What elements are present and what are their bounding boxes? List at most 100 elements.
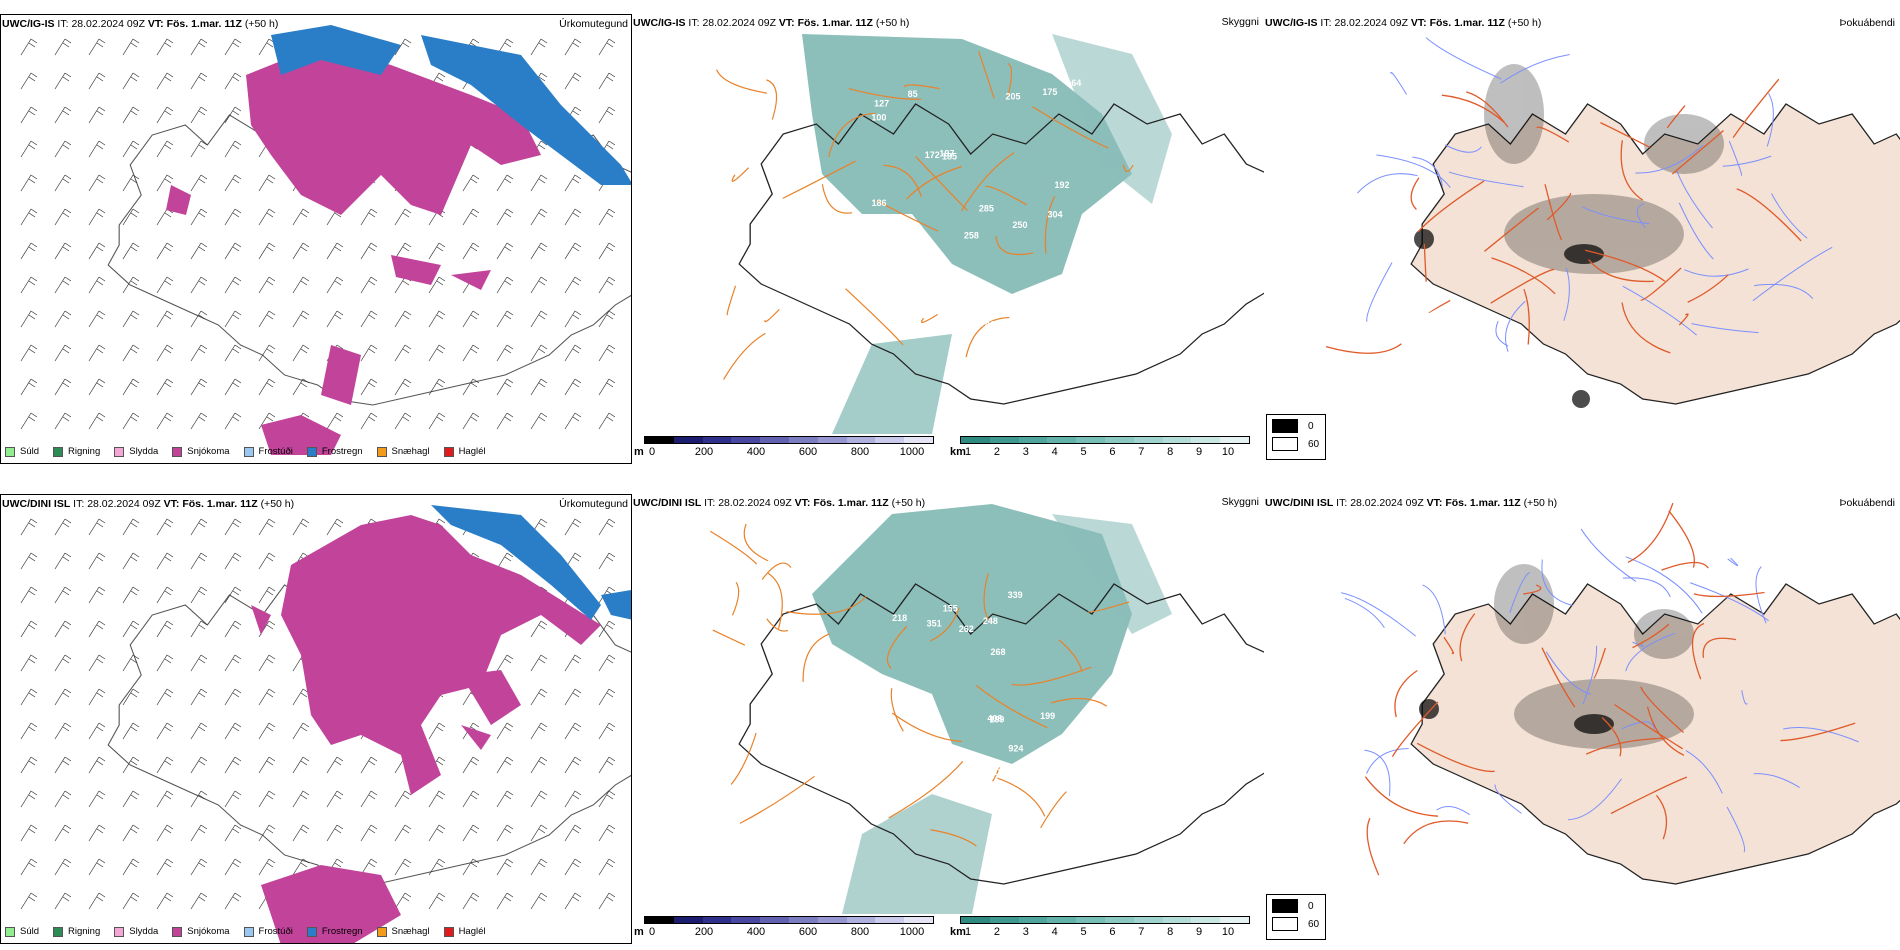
wind-barb (428, 412, 446, 430)
network-line (1783, 726, 1859, 743)
colorbar-tick: 8 (1167, 446, 1174, 458)
network-line (1505, 300, 1526, 352)
wind-barb (122, 412, 140, 430)
network-line (1416, 742, 1495, 773)
network-line (1655, 794, 1668, 840)
wind-barb (20, 412, 38, 430)
cloud-base-value: 339 (1008, 590, 1023, 600)
precip-legend: Súld Rigning Slydda Snjókoma Frostúði Frostre… (5, 926, 486, 937)
wind-barb (190, 552, 208, 570)
wind-barb (122, 72, 140, 90)
colorbar-tick: 1 (964, 926, 972, 938)
wind-barb (156, 858, 174, 876)
cloud-base-value: 385 (976, 770, 991, 780)
wind-barb (88, 174, 106, 192)
wind-barb (360, 378, 378, 396)
wind-barb (190, 310, 208, 328)
network-line (786, 595, 867, 615)
wind-barb (156, 310, 174, 328)
wind-barb (564, 756, 582, 774)
wind-barb (496, 756, 514, 774)
colorbar-tick: 6 (1109, 446, 1116, 458)
colorbar-tick: 3 (1022, 926, 1029, 938)
wind-barb (360, 242, 378, 260)
legend-swatch (306, 926, 317, 937)
wind-barb (360, 756, 378, 774)
fog-scale-value: 0 (1308, 420, 1314, 432)
wind-barb (156, 38, 174, 56)
cloud-base-value: 175 (1042, 87, 1057, 97)
wind-barb (598, 892, 616, 910)
wind-barb (122, 140, 140, 158)
wind-barb (462, 378, 480, 396)
legend-swatch (243, 446, 254, 457)
wind-barb (360, 790, 378, 808)
network-line (1780, 722, 1856, 742)
wind-barb (326, 310, 344, 328)
network-line (1635, 144, 1704, 174)
legend-item: Rigning (53, 926, 100, 937)
fog-scale-row: 60 (1272, 917, 1320, 931)
wind-barb (20, 140, 38, 158)
wind-barb (156, 518, 174, 536)
wind-barb (224, 824, 242, 842)
wind-barb (326, 412, 344, 430)
network-line (1668, 510, 1695, 568)
colorbar-strip (644, 436, 934, 444)
cloud-base-value: 97 (1042, 770, 1052, 780)
wind-barb (156, 824, 174, 842)
rivers (1341, 528, 1859, 853)
fog-scale-row: 0 (1272, 899, 1320, 913)
wind-barb (156, 756, 174, 774)
fog-panel-row2: UWC/DINI ISL IT: 28.02.2024 09Z VT: Fös.… (1264, 494, 1900, 944)
network-line (888, 761, 964, 819)
map-header: UWC/DINI ISL IT: 28.02.2024 09Z VT: Fös.… (2, 498, 295, 510)
legend-item: Haglél (443, 446, 486, 457)
wind-barb (394, 858, 412, 876)
cloud-base-labels: 250 304 156 85 185 235 166 205 172 461 100 186 127 23… (871, 78, 1081, 330)
visibility-shading (802, 34, 1172, 434)
network-line (1044, 195, 1056, 254)
wind-barb (428, 310, 446, 328)
wind-barb (224, 892, 242, 910)
wind-barb (462, 824, 480, 842)
fog-shading (1494, 564, 1694, 749)
cloud-base-value: 85 (908, 89, 918, 99)
network-line (1491, 257, 1556, 295)
network-line (1625, 632, 1676, 672)
network-line (1588, 259, 1654, 283)
wind-barb (496, 310, 514, 328)
wind-barb (462, 756, 480, 774)
legend-item: Slydda (114, 926, 158, 937)
wind-barb (156, 208, 174, 226)
wind-barb (530, 412, 548, 430)
wind-barb (190, 378, 208, 396)
wind-barb (462, 892, 480, 910)
wind-barb (394, 790, 412, 808)
wind-barb (496, 208, 514, 226)
wind-barb (224, 174, 242, 192)
wind-barb (88, 790, 106, 808)
wind-barb (360, 824, 378, 842)
cloud-base-value: 172 (925, 150, 940, 160)
wind-barb (428, 858, 446, 876)
colorbar-tick: 600 (798, 446, 818, 458)
panel-title: Þokuábendi (1839, 17, 1895, 29)
wind-barb (224, 518, 242, 536)
cloud-base-value: 305 (906, 733, 921, 743)
freezing-rain-areas (271, 25, 631, 185)
wind-barb (326, 790, 344, 808)
network-line (1403, 820, 1469, 845)
wind-barb (156, 688, 174, 706)
network-line (726, 285, 737, 316)
legend-item: Haglél (443, 926, 486, 937)
wind-barb (156, 620, 174, 638)
wind-barb (564, 518, 582, 536)
wind-barb (462, 858, 480, 876)
wind-barb (190, 620, 208, 638)
wind-barb (292, 276, 310, 294)
wind-barb (156, 344, 174, 362)
wind-barb (20, 790, 38, 808)
wind-barb (190, 140, 208, 158)
network-line (1523, 584, 1542, 595)
